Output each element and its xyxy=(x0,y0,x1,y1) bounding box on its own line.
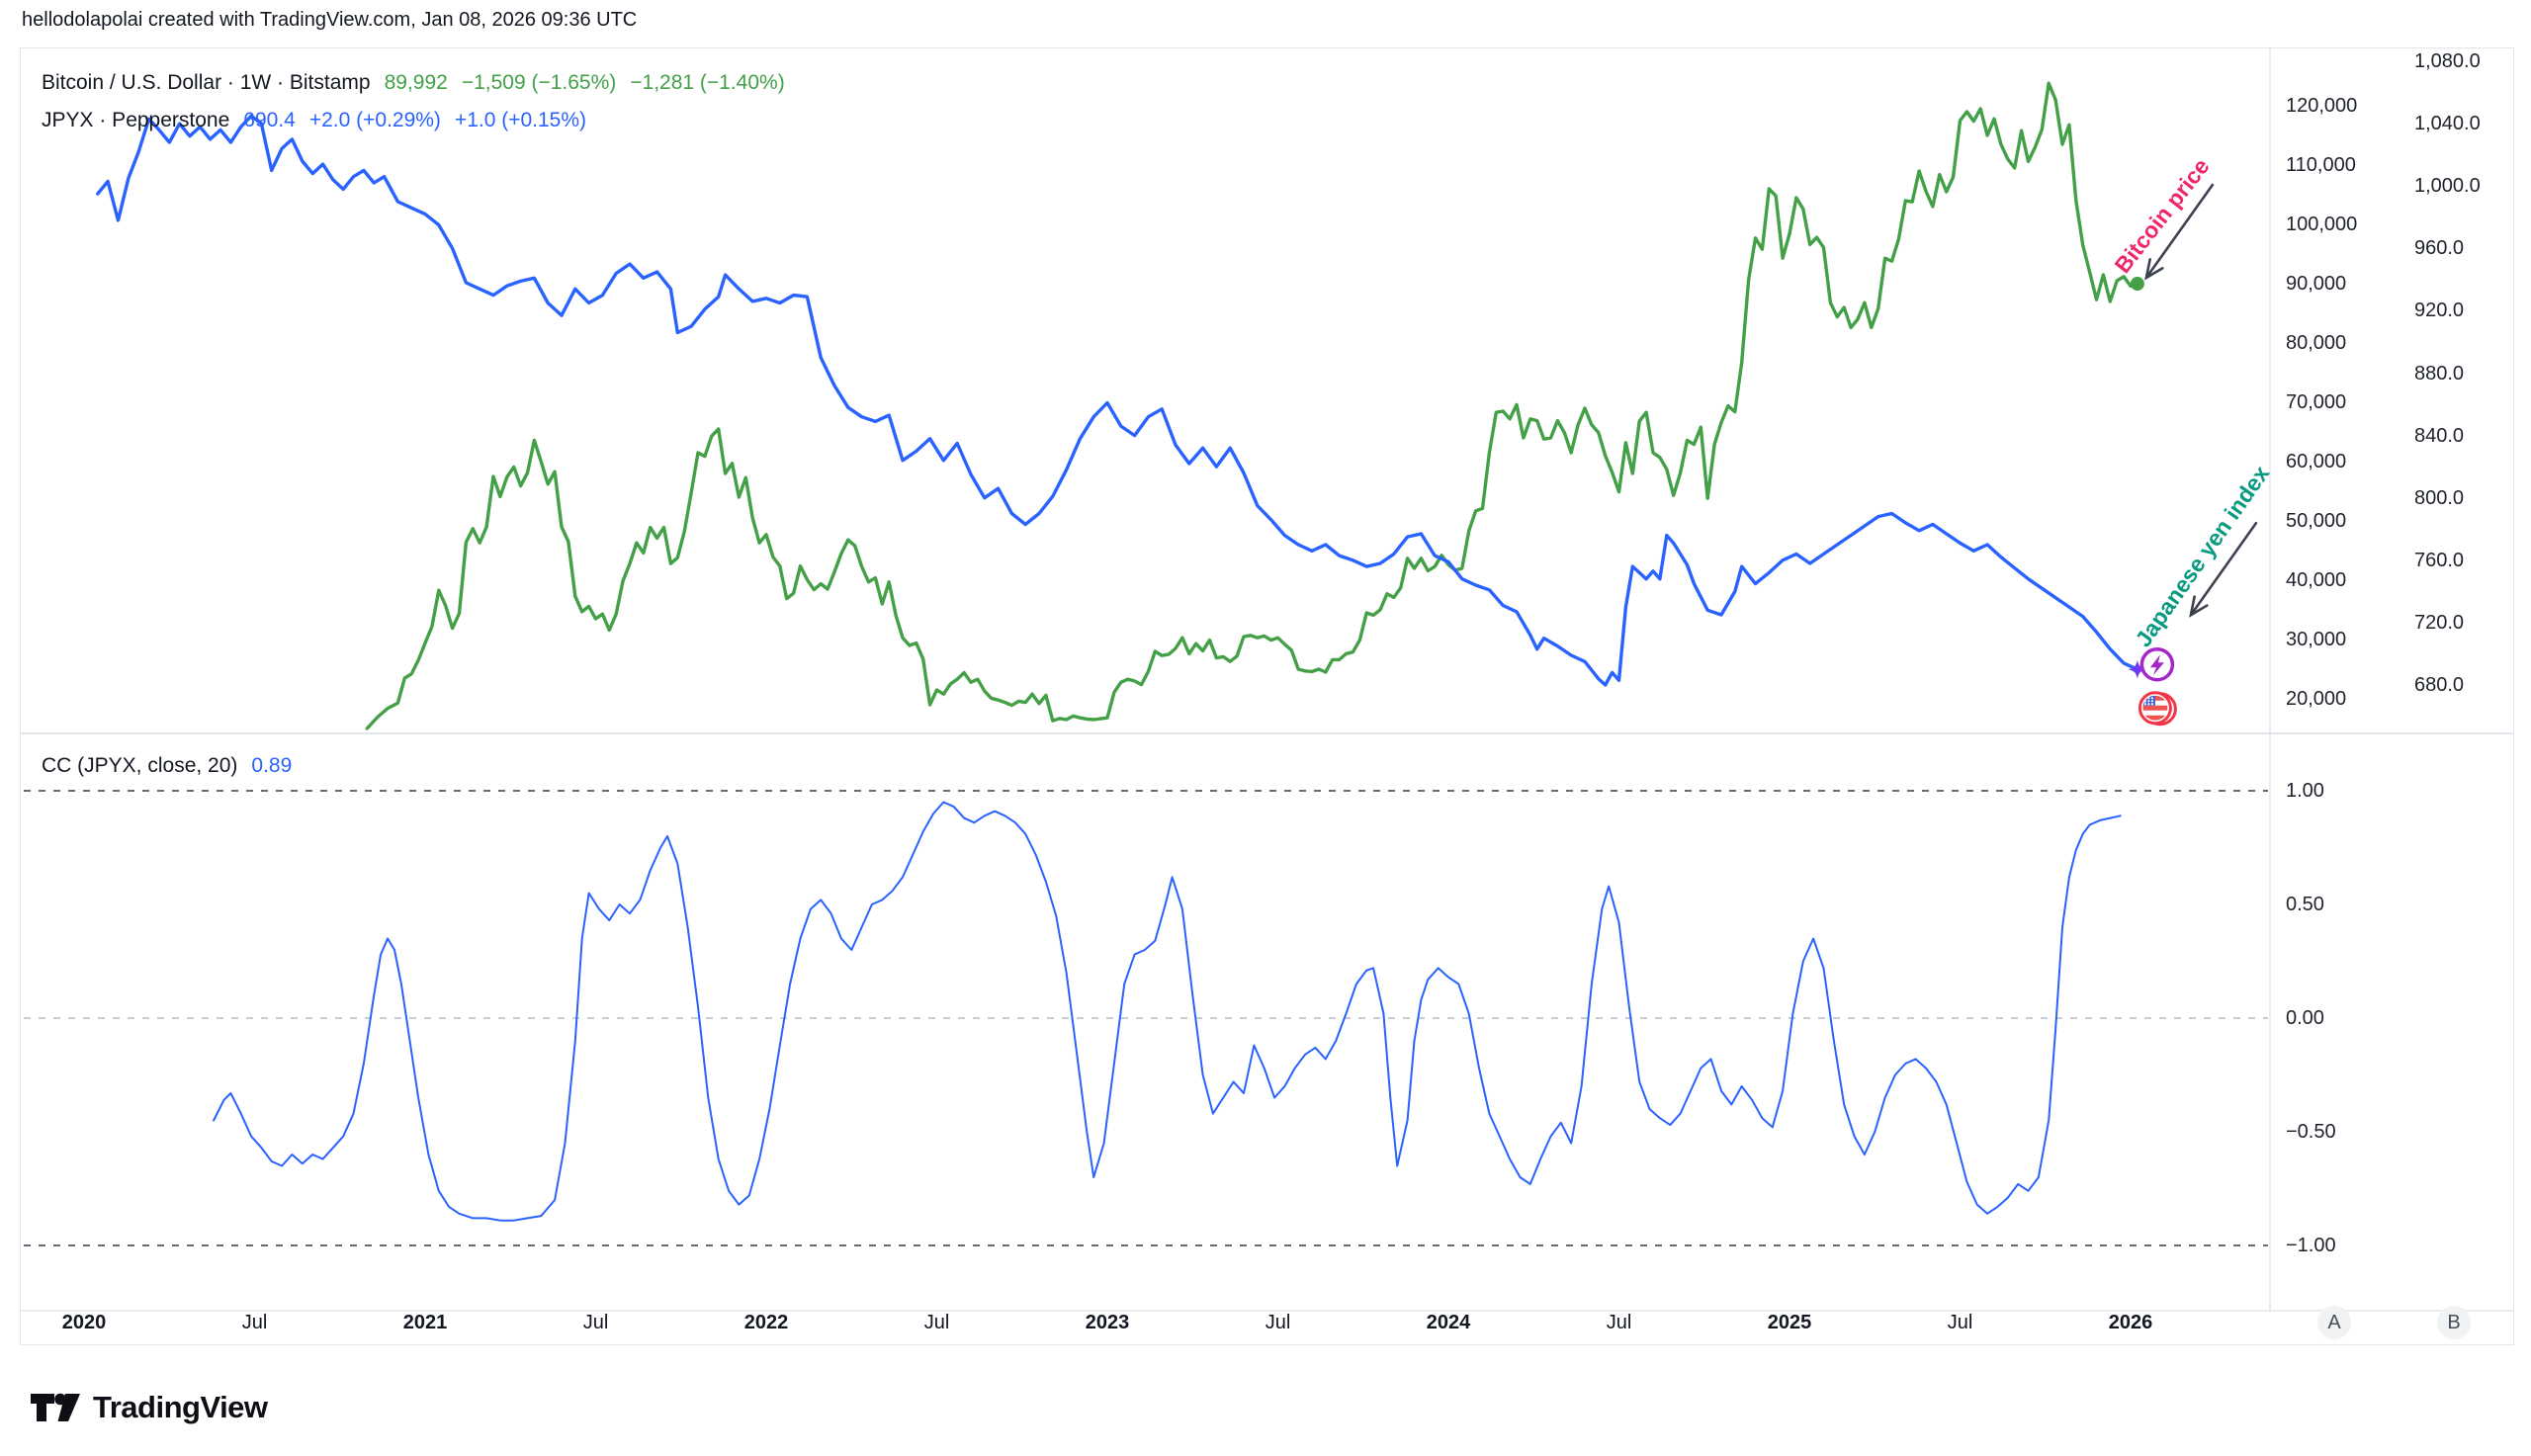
legend-btc-row[interactable]: Bitcoin / U.S. Dollar · 1W · Bitstamp 89… xyxy=(42,71,785,95)
y-axis-label-btc: 100,000 xyxy=(2286,214,2358,235)
time-axis-label-jul: Jul xyxy=(582,1312,609,1333)
time-axis-label-jul: Jul xyxy=(1265,1312,1291,1333)
y-axis-label-btc: 50,000 xyxy=(2286,510,2347,532)
y-axis-label-cc: 0.00 xyxy=(2286,1007,2324,1029)
legend-btc-change: −1,509 (−1.65%) xyxy=(461,71,617,94)
legend-jpyx-change: +2.0 (+0.29%) xyxy=(308,109,441,131)
y-axis-label-cc: 0.50 xyxy=(2286,894,2324,915)
tradingview-logo-icon xyxy=(31,1393,80,1421)
y-axis-label-btc: 20,000 xyxy=(2286,688,2347,710)
time-axis-label-2020: 2020 xyxy=(61,1312,107,1333)
y-axis-label-btc: 90,000 xyxy=(2286,273,2347,295)
legend-jpyx-row[interactable]: JPYX · Pepperstone 690.4 +2.0 (+0.29%) +… xyxy=(42,109,586,132)
layout-button-a[interactable]: A xyxy=(2317,1306,2351,1339)
y-axis-label-jpyx: 1,080.0 xyxy=(2414,50,2481,72)
y-axis-label-btc: 120,000 xyxy=(2286,95,2358,117)
y-axis-label-btc: 40,000 xyxy=(2286,569,2347,591)
legend-jpyx-symbol[interactable]: JPYX · Pepperstone xyxy=(42,109,230,131)
y-axis-label-cc: −1.00 xyxy=(2286,1235,2336,1256)
y-axis-label-jpyx: 1,040.0 xyxy=(2414,113,2481,135)
legend-jpyx-price: 690.4 xyxy=(243,109,296,131)
time-axis-label-2021: 2021 xyxy=(402,1312,448,1333)
y-axis-label-cc: −0.50 xyxy=(2286,1121,2336,1143)
time-axis-label-2024: 2024 xyxy=(1426,1312,1471,1333)
y-axis-label-btc: 110,000 xyxy=(2286,154,2356,176)
y-axis-label-jpyx: 920.0 xyxy=(2414,300,2465,322)
tradingview-wordmark: TradingView xyxy=(93,1390,268,1424)
y-axis-label-jpyx: 1,000.0 xyxy=(2414,175,2481,198)
indicator-title[interactable]: CC (JPYX, close, 20) xyxy=(42,754,238,777)
time-axis-label-2025: 2025 xyxy=(1767,1312,1812,1333)
y-axis-label-btc: 60,000 xyxy=(2286,451,2347,472)
time-axis-label-2023: 2023 xyxy=(1085,1312,1130,1333)
time-axis-label-jul: Jul xyxy=(923,1312,950,1333)
legend-btc-change-2: −1,281 (−1.40%) xyxy=(630,71,785,94)
indicator-legend-row[interactable]: CC (JPYX, close, 20) 0.89 xyxy=(42,754,292,778)
y-axis-label-jpyx: 760.0 xyxy=(2414,549,2465,571)
legend-btc-price: 89,992 xyxy=(384,71,448,94)
y-axis-label-btc: 30,000 xyxy=(2286,629,2347,650)
y-axis-label-jpyx: 720.0 xyxy=(2414,611,2465,634)
time-axis-label-jul: Jul xyxy=(1606,1312,1632,1333)
time-axis-label-jul: Jul xyxy=(241,1312,268,1333)
indicator-value: 0.89 xyxy=(251,754,293,777)
y-axis-label-jpyx: 680.0 xyxy=(2414,674,2465,696)
legend-btc-symbol[interactable]: Bitcoin / U.S. Dollar · 1W · Bitstamp xyxy=(42,71,371,94)
y-axis-label-btc: 80,000 xyxy=(2286,332,2347,354)
layout-button-b[interactable]: B xyxy=(2437,1306,2471,1339)
time-axis-label-2026: 2026 xyxy=(2108,1312,2153,1333)
chart-card xyxy=(20,47,2514,1345)
footer-brand[interactable]: TradingView xyxy=(30,1388,268,1427)
legend-jpyx-change-2: +1.0 (+0.15%) xyxy=(454,109,587,131)
y-axis-label-btc: 70,000 xyxy=(2286,391,2347,413)
watermark-header: hellodolapolai created with TradingView.… xyxy=(22,9,638,31)
y-axis-label-jpyx: 800.0 xyxy=(2414,486,2465,509)
time-axis-label-jul: Jul xyxy=(1947,1312,1973,1333)
time-axis-label-2022: 2022 xyxy=(743,1312,789,1333)
y-axis-label-jpyx: 840.0 xyxy=(2414,424,2465,447)
y-axis-label-cc: 1.00 xyxy=(2286,780,2324,802)
y-axis-label-jpyx: 880.0 xyxy=(2414,362,2465,385)
y-axis-label-jpyx: 960.0 xyxy=(2414,237,2465,260)
